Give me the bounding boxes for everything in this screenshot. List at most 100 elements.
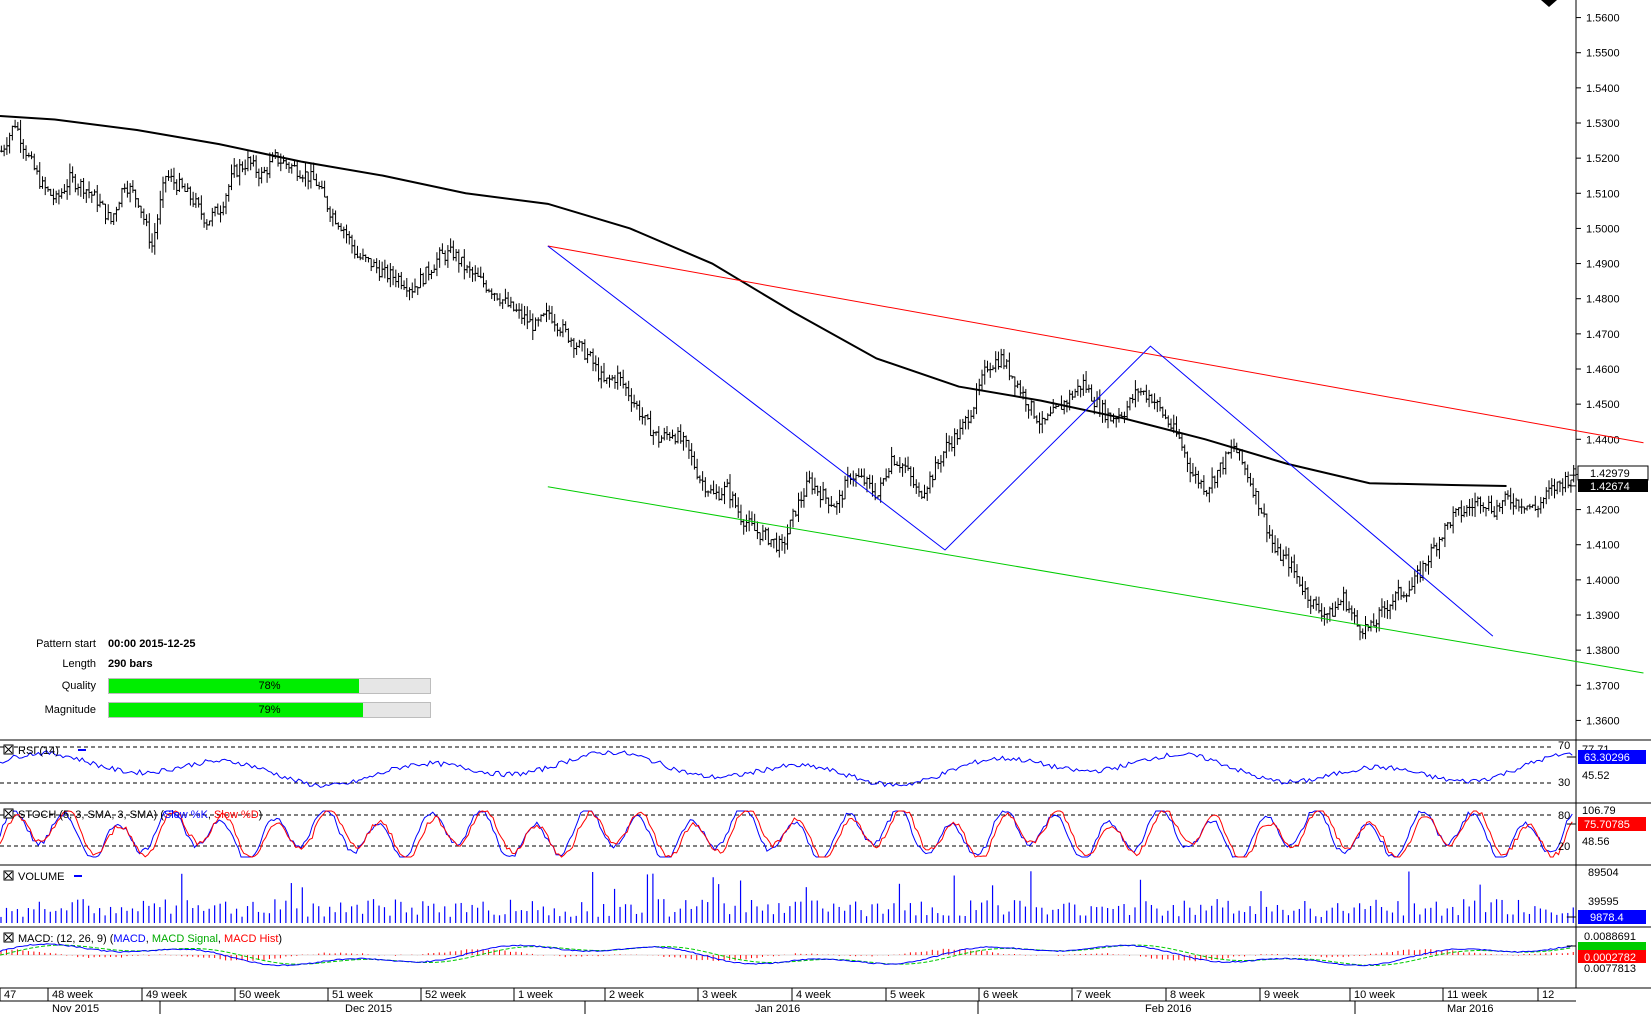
scroll-marker-icon[interactable] <box>1541 0 1557 7</box>
pattern-info-panel: Pattern start 00:00 2015-12-25 Length 29… <box>0 638 440 728</box>
ma-value-text: 1.42674 <box>1590 481 1630 493</box>
time-axis: 47 48 week 49 week 50 week 51 week 52 week 1 w… <box>0 988 1554 1015</box>
week-label: 8 week <box>1170 989 1205 1001</box>
stoch-value-badge: 75.70785 <box>1578 817 1646 831</box>
week-label: 10 week <box>1354 989 1395 1001</box>
stoch-top-label: 106.79 <box>1582 805 1616 817</box>
stoch-k-line <box>0 810 1573 858</box>
volume-value-text: 9878.4 <box>1590 912 1624 924</box>
macd-pane <box>0 943 1576 967</box>
volume-title[interactable]: VOLUME <box>3 870 82 883</box>
week-label: 48 week <box>52 989 93 1001</box>
week-label: 47 <box>4 989 16 1001</box>
week-label: 3 week <box>702 989 737 1001</box>
price-tick-label: 1.4400 <box>1586 434 1620 446</box>
pattern-start-value: 00:00 2015-12-25 <box>108 638 196 650</box>
macd-value-text: 0.0002782 <box>1584 952 1636 964</box>
month-label: Feb 2016 <box>1145 1003 1191 1014</box>
macd-title-text: MACD: (12, 26, 9) (MACD, MACD Signal, MA… <box>18 933 282 945</box>
length-value: 290 bars <box>108 658 153 670</box>
current-price-badge: 1.42979 <box>1577 465 1649 481</box>
week-label: 11 week <box>1447 989 1488 1001</box>
magnitude-value: 79% <box>258 704 281 716</box>
week-label: 9 week <box>1264 989 1299 1001</box>
magnitude-bar-fill <box>109 703 363 717</box>
resistance-line <box>547 245 1644 444</box>
stoch-pane <box>0 810 1576 858</box>
price-tick-label: 1.4900 <box>1586 259 1620 271</box>
stoch-level-20: 20 <box>1558 841 1570 853</box>
volume-top-label: 89504 <box>1588 867 1619 879</box>
price-tick-label: 1.4800 <box>1586 294 1620 306</box>
stoch-level-80: 80 <box>1558 810 1570 822</box>
rsi-value-text: 63.30296 <box>1584 752 1630 764</box>
week-label: 49 week <box>146 989 187 1001</box>
week-label: 50 week <box>239 989 280 1001</box>
macd-bottom-label: 0.0077813 <box>1584 963 1636 975</box>
moving-average-line <box>0 114 1507 488</box>
macd-top-text: 0.0088691 <box>1584 931 1636 943</box>
quality-bar-fill <box>109 679 360 693</box>
price-tick-label: 1.3600 <box>1586 715 1620 727</box>
price-tick-label: 1.3900 <box>1586 610 1620 622</box>
price-tick-label: 1.5000 <box>1586 223 1620 235</box>
pattern-start-label: Pattern start <box>36 638 96 650</box>
week-label: 4 week <box>796 989 831 1001</box>
month-label: Mar 2016 <box>1447 1003 1493 1014</box>
price-tick-label: 1.4000 <box>1586 575 1620 587</box>
stoch-title[interactable]: STOCH (5, 3, SMA, 3, SMA) (Slow %K, Slow… <box>3 808 262 821</box>
week-label: 2 week <box>609 989 644 1001</box>
month-label: Dec 2015 <box>345 1003 392 1014</box>
rsi-value-badge: 63.30296 <box>1578 750 1646 764</box>
volume-mid-label: 39595 <box>1588 896 1619 908</box>
macd-line <box>0 943 1573 967</box>
week-label: 12 <box>1542 989 1554 1001</box>
quality-bar: 78% <box>108 678 431 694</box>
stoch-title-text: STOCH (5, 3, SMA, 3, SMA) (Slow %K, Slow… <box>18 809 262 821</box>
week-label: 1 week <box>518 989 553 1001</box>
rsi-line <box>0 749 1573 788</box>
stoch-d-line <box>0 810 1573 858</box>
price-tick-label: 1.3700 <box>1586 680 1620 692</box>
volume-value-badge: 9878.4 <box>1578 910 1646 924</box>
macd-top-badge: 0.0088691 <box>1578 930 1646 943</box>
quality-label: Quality <box>61 680 96 692</box>
week-label: 5 week <box>890 989 925 1001</box>
week-label: 51 week <box>332 989 373 1001</box>
quality-value: 78% <box>258 680 281 692</box>
price-tick-label: 1.4700 <box>1586 329 1620 341</box>
pattern-zigzag <box>547 245 1494 637</box>
support-line <box>547 486 1644 674</box>
price-tick-label: 1.4100 <box>1586 540 1620 552</box>
rsi-level-70: 70 <box>1558 740 1570 752</box>
rsi-level-30: 30 <box>1558 777 1570 789</box>
rsi-title[interactable]: RSI (14) <box>3 744 86 757</box>
price-tick-label: 1.5300 <box>1586 118 1620 130</box>
price-tick-label: 1.4200 <box>1586 505 1620 517</box>
macd-signal-badge <box>1578 942 1646 950</box>
price-tick-label: 1.3800 <box>1586 645 1620 657</box>
macd-value-badge: 0.0002782 <box>1578 950 1646 964</box>
price-tick-label: 1.5100 <box>1586 188 1620 200</box>
week-label: 6 week <box>983 989 1018 1001</box>
stoch-value-text: 75.70785 <box>1584 819 1630 831</box>
stoch-bottom-label: 48.56 <box>1582 836 1610 848</box>
current-price-text: 1.42979 <box>1590 468 1630 480</box>
volume-title-text: VOLUME <box>18 871 64 883</box>
volume-pane <box>0 871 1576 923</box>
ma-value-badge: 1.42674 <box>1578 479 1648 493</box>
magnitude-bar: 79% <box>108 702 431 718</box>
price-bar <box>1571 464 1576 483</box>
rsi-bottom-label: 45.52 <box>1582 770 1610 782</box>
week-label: 52 week <box>425 989 466 1001</box>
macd-title[interactable]: MACD: (12, 26, 9) (MACD, MACD Signal, MA… <box>3 932 282 945</box>
month-label: Nov 2015 <box>52 1003 99 1014</box>
week-label: 7 week <box>1076 989 1111 1001</box>
price-tick-label: 1.5400 <box>1586 83 1620 95</box>
rsi-pane <box>0 746 1576 788</box>
price-tick-label: 1.4600 <box>1586 364 1620 376</box>
price-tick-label: 1.5500 <box>1586 48 1620 60</box>
price-tick-label: 1.5200 <box>1586 153 1620 165</box>
